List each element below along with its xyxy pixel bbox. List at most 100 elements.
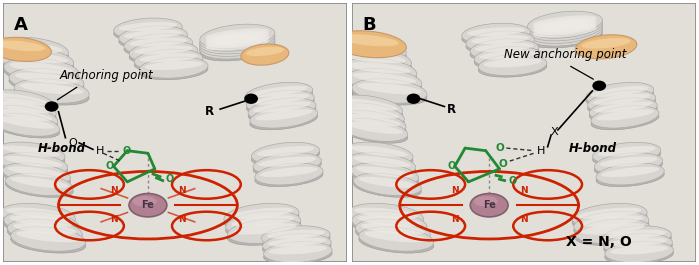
Ellipse shape xyxy=(9,68,84,93)
Text: Anchoring point: Anchoring point xyxy=(60,69,154,82)
Ellipse shape xyxy=(10,62,73,74)
Ellipse shape xyxy=(233,223,296,235)
Text: Fe: Fe xyxy=(141,200,154,210)
Ellipse shape xyxy=(255,163,323,185)
Ellipse shape xyxy=(331,31,406,58)
Text: H: H xyxy=(96,146,104,156)
Ellipse shape xyxy=(139,53,198,62)
Ellipse shape xyxy=(478,59,547,77)
Ellipse shape xyxy=(3,211,79,236)
Text: O: O xyxy=(165,174,173,184)
Ellipse shape xyxy=(250,86,308,97)
Ellipse shape xyxy=(0,105,58,129)
Ellipse shape xyxy=(591,110,659,130)
Ellipse shape xyxy=(0,37,52,61)
Ellipse shape xyxy=(0,41,45,51)
Ellipse shape xyxy=(0,42,69,64)
Text: A: A xyxy=(14,16,28,34)
Ellipse shape xyxy=(572,209,647,230)
Circle shape xyxy=(407,94,420,104)
Ellipse shape xyxy=(591,86,649,97)
Ellipse shape xyxy=(347,68,421,93)
Ellipse shape xyxy=(347,73,421,95)
Ellipse shape xyxy=(348,152,416,175)
Ellipse shape xyxy=(527,21,603,46)
Ellipse shape xyxy=(593,147,661,166)
Ellipse shape xyxy=(2,145,60,157)
Ellipse shape xyxy=(227,219,303,244)
Ellipse shape xyxy=(231,215,295,227)
Text: N: N xyxy=(451,215,459,224)
Ellipse shape xyxy=(5,156,63,167)
Ellipse shape xyxy=(14,84,89,105)
Ellipse shape xyxy=(133,196,157,206)
Ellipse shape xyxy=(206,31,269,42)
Ellipse shape xyxy=(351,167,419,187)
Ellipse shape xyxy=(596,163,664,185)
Ellipse shape xyxy=(15,73,78,84)
Ellipse shape xyxy=(354,173,421,196)
Ellipse shape xyxy=(470,39,538,60)
Ellipse shape xyxy=(200,32,275,53)
Ellipse shape xyxy=(206,28,269,40)
Ellipse shape xyxy=(0,94,55,115)
Ellipse shape xyxy=(252,94,309,105)
Text: Fe: Fe xyxy=(483,200,496,210)
Ellipse shape xyxy=(572,203,647,228)
Ellipse shape xyxy=(352,216,427,237)
Ellipse shape xyxy=(206,36,269,48)
Ellipse shape xyxy=(3,63,79,84)
Ellipse shape xyxy=(588,95,656,114)
Ellipse shape xyxy=(345,147,413,166)
Ellipse shape xyxy=(0,147,65,166)
Ellipse shape xyxy=(140,61,208,80)
Ellipse shape xyxy=(533,26,597,37)
Ellipse shape xyxy=(348,157,416,176)
Ellipse shape xyxy=(257,146,315,156)
Ellipse shape xyxy=(340,98,398,111)
Ellipse shape xyxy=(0,53,73,74)
Ellipse shape xyxy=(260,167,318,177)
Ellipse shape xyxy=(342,106,399,118)
Ellipse shape xyxy=(0,142,65,165)
Ellipse shape xyxy=(345,142,413,165)
Ellipse shape xyxy=(226,211,301,236)
Ellipse shape xyxy=(340,123,408,143)
Ellipse shape xyxy=(589,98,657,120)
Ellipse shape xyxy=(603,230,671,249)
Ellipse shape xyxy=(255,168,323,187)
Ellipse shape xyxy=(229,207,294,219)
Ellipse shape xyxy=(352,211,427,236)
Text: O: O xyxy=(106,161,114,171)
Ellipse shape xyxy=(134,54,203,72)
Ellipse shape xyxy=(0,157,68,176)
Ellipse shape xyxy=(268,245,327,254)
Text: N: N xyxy=(178,215,186,224)
Ellipse shape xyxy=(596,109,654,121)
Ellipse shape xyxy=(355,219,431,244)
Ellipse shape xyxy=(335,99,403,120)
Ellipse shape xyxy=(200,29,275,54)
Ellipse shape xyxy=(340,118,408,142)
Text: N: N xyxy=(520,187,527,195)
Ellipse shape xyxy=(252,147,319,166)
Ellipse shape xyxy=(603,226,671,247)
Text: O: O xyxy=(122,146,131,156)
Ellipse shape xyxy=(337,103,404,126)
Ellipse shape xyxy=(527,27,603,48)
Ellipse shape xyxy=(114,18,182,39)
Text: H-bond: H-bond xyxy=(568,142,617,154)
Ellipse shape xyxy=(594,101,652,113)
Text: O: O xyxy=(447,161,456,171)
Ellipse shape xyxy=(248,103,316,122)
Ellipse shape xyxy=(484,58,542,68)
Ellipse shape xyxy=(586,82,654,105)
Ellipse shape xyxy=(226,216,301,237)
Ellipse shape xyxy=(200,29,275,51)
Ellipse shape xyxy=(8,166,65,178)
Ellipse shape xyxy=(264,241,332,263)
Ellipse shape xyxy=(527,19,603,40)
Ellipse shape xyxy=(527,14,603,38)
Ellipse shape xyxy=(258,156,316,167)
Ellipse shape xyxy=(0,117,55,129)
